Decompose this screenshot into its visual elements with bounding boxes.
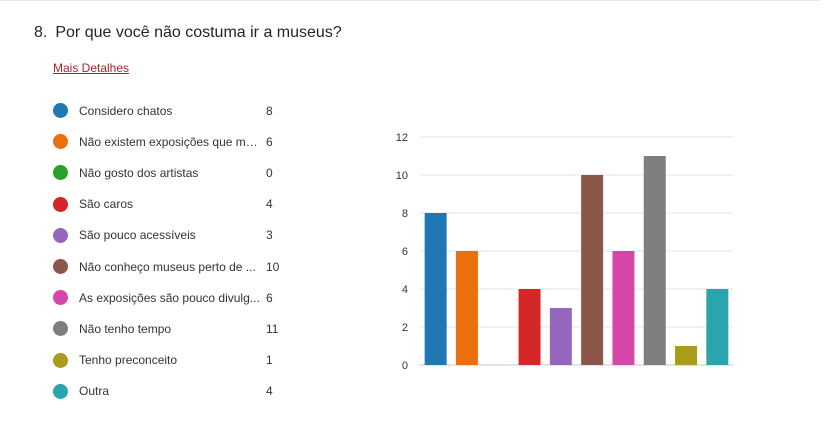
legend-item: Tenho preconceito 1 xyxy=(53,345,293,376)
y-tick-label: 8 xyxy=(402,208,408,220)
legend-item: Não conheço museus perto de ... 10 xyxy=(53,251,293,282)
legend-item: São pouco acessíveis 3 xyxy=(53,220,293,251)
bar[interactable] xyxy=(706,289,729,365)
bar[interactable] xyxy=(643,156,666,365)
legend-color-dot xyxy=(53,259,68,275)
legend-label: Outra xyxy=(79,384,110,399)
legend-color-dot xyxy=(53,103,68,119)
bar[interactable] xyxy=(675,346,698,365)
legend-count: 4 xyxy=(266,384,273,399)
legend-item: Não gosto dos artistas 0 xyxy=(53,157,293,188)
bar[interactable] xyxy=(549,308,572,365)
bar[interactable] xyxy=(612,251,635,365)
top-divider xyxy=(0,0,820,1)
legend-label: Não gosto dos artistas xyxy=(79,165,199,180)
legend-count: 8 xyxy=(266,103,273,118)
legend-color-dot xyxy=(53,227,68,243)
legend-label: Não tenho tempo xyxy=(79,321,172,336)
legend-count: 11 xyxy=(266,321,279,336)
legend-label: Tenho preconceito xyxy=(79,353,178,368)
legend-color-dot xyxy=(53,196,68,212)
legend-count: 0 xyxy=(266,165,273,180)
legend-count: 3 xyxy=(266,228,273,243)
legend-color-dot xyxy=(53,321,68,337)
legend-count: 6 xyxy=(266,134,273,149)
y-tick-label: 2 xyxy=(402,322,408,334)
y-tick-label: 0 xyxy=(402,360,408,372)
more-details-link[interactable]: Mais Detalhes xyxy=(53,61,130,75)
legend-label: Não existem exposições que me... xyxy=(79,134,260,149)
legend-item: São caros 4 xyxy=(53,189,293,220)
y-tick-label: 4 xyxy=(402,284,408,296)
legend-count: 4 xyxy=(266,197,273,212)
legend-color-dot xyxy=(53,383,68,399)
legend-label: Considero chatos xyxy=(79,103,173,118)
chart-legend: Considero chatos 8 Não existem exposições … xyxy=(53,95,293,407)
y-tick-label: 6 xyxy=(402,246,408,258)
legend-item: Não tenho tempo 11 xyxy=(53,313,293,344)
legend-count: 10 xyxy=(266,259,280,274)
legend-item: As exposições são pouco divulg... 6 xyxy=(53,282,293,313)
legend-color-dot xyxy=(53,352,68,368)
bar[interactable] xyxy=(424,213,447,365)
legend-label: As exposições são pouco divulg... xyxy=(79,290,260,305)
legend-color-dot xyxy=(53,134,68,150)
legend-label: São caros xyxy=(79,197,134,212)
bar[interactable] xyxy=(518,289,541,365)
legend-item: Não existem exposições que me... 6 xyxy=(53,126,293,157)
bar-chart: 0 2 4 6 8 10 12 xyxy=(396,132,733,372)
y-tick-label: 10 xyxy=(396,170,408,182)
bar[interactable] xyxy=(581,175,604,365)
legend-label: São pouco acessíveis xyxy=(79,228,196,243)
legend-item: Considero chatos 8 xyxy=(53,95,293,126)
legend-item: Outra 4 xyxy=(53,376,293,407)
legend-count: 6 xyxy=(266,290,273,305)
legend-count: 1 xyxy=(266,353,273,368)
question-title: 8. Por que você não costuma ir a museus? xyxy=(34,24,342,42)
legend-label: Não conheço museus perto de ... xyxy=(79,259,256,274)
question-number: 8. xyxy=(34,24,48,41)
question-text: Por que você não costuma ir a museus? xyxy=(55,24,342,41)
legend-color-dot xyxy=(53,290,68,306)
legend-color-dot xyxy=(53,165,68,181)
y-tick-label: 12 xyxy=(396,132,408,144)
bar[interactable] xyxy=(455,251,478,365)
